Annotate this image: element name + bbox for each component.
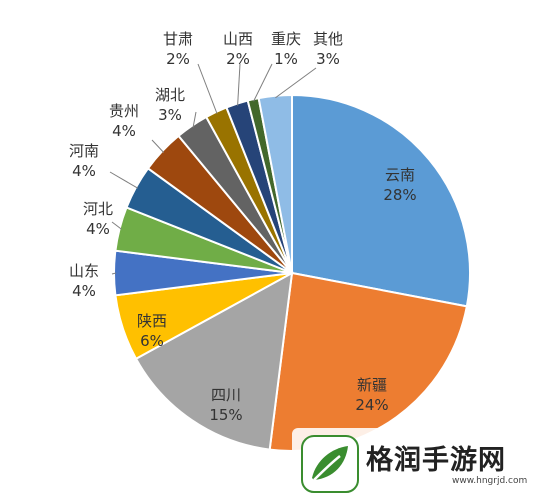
slice-name-label-2: 四川 (211, 386, 241, 404)
leader-line-6 (109, 171, 139, 189)
slice-labels: 云南 28% 新疆 24% 四川 15% 陕西 6% 山东 4% 河北 4% 河南 4% 贵州 4% 湖北 3% 甘… (69, 30, 417, 424)
slice-name-label-7: 贵州 (109, 102, 139, 120)
slice-name-label-10: 山西 (223, 30, 253, 48)
leader-line-9 (197, 63, 218, 114)
pie-slice-12 (257, 93, 293, 274)
leader-line-4 (111, 272, 117, 275)
slice-value-label-1: 24% (355, 396, 388, 414)
watermark: 格润手游网 www.hngrjd.com (292, 428, 547, 500)
watermark-url: www.hngrjd.com (452, 476, 528, 486)
slice-name-label-12: 其他 (313, 30, 343, 48)
slice-name-label-9: 甘肃 (163, 30, 193, 48)
pie-slice-1 (268, 271, 469, 453)
leader-line-12 (275, 67, 317, 99)
slice-name-label-8: 湖北 (155, 86, 185, 104)
slice-value-label-12: 3% (316, 50, 340, 68)
leader-line-5 (111, 221, 122, 230)
slice-value-label-6: 4% (72, 162, 96, 180)
slice-value-label-3: 6% (140, 332, 164, 350)
slice-value-label-2: 15% (209, 406, 242, 424)
slice-value-label-7: 4% (112, 122, 136, 140)
pie-slice-2 (134, 271, 294, 451)
watermark-leaf-logo-icon (301, 435, 359, 493)
leader-line-10 (237, 63, 241, 106)
slice-value-label-11: 1% (274, 50, 298, 68)
leader-line-11 (253, 63, 273, 102)
leader-lines (109, 63, 317, 275)
slice-name-label-0: 云南 (385, 166, 415, 184)
slice-name-label-11: 重庆 (271, 30, 301, 48)
pie-slices (113, 93, 471, 453)
watermark-text: 格润手游网 (366, 445, 506, 476)
slice-value-label-8: 3% (158, 106, 182, 124)
slice-value-label-10: 2% (226, 50, 250, 68)
slice-value-label-0: 28% (383, 186, 416, 204)
leader-line-8 (192, 111, 197, 128)
pie-slice-0 (291, 93, 471, 308)
slice-name-label-4: 山东 (69, 262, 99, 280)
slice-name-label-3: 陕西 (137, 312, 167, 330)
slice-value-label-4: 4% (72, 282, 96, 300)
slice-name-label-6: 河南 (69, 142, 99, 160)
leader-line-7 (151, 139, 165, 153)
slice-value-label-5: 4% (86, 220, 110, 238)
slice-name-label-5: 河北 (83, 200, 113, 218)
slice-value-label-9: 2% (166, 50, 190, 68)
slice-name-label-1: 新疆 (357, 376, 387, 394)
